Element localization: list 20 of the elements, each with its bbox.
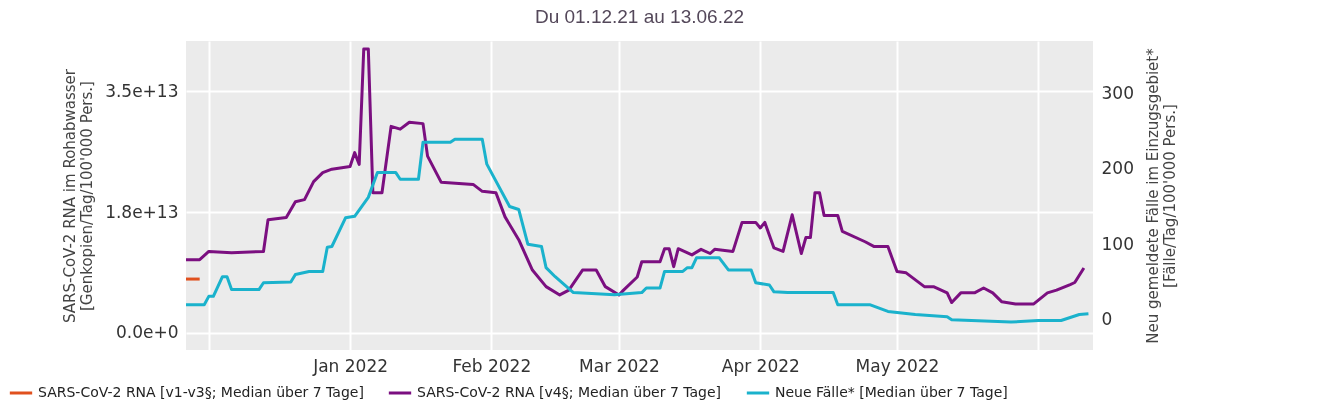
y-tick-label: 1.8e+13 <box>105 201 179 222</box>
legend-label: SARS-CoV-2 RNA [v4§; Median über 7 Tage] <box>417 384 722 400</box>
y2-tick-label: 0 <box>1101 309 1113 330</box>
legend-label: SARS-CoV-2 RNA [v1-v3§; Median über 7 Tage] <box>38 384 364 400</box>
y-tick-label: 0.0e+0 <box>115 322 179 343</box>
x-tick-label: Apr 2022 <box>721 355 800 376</box>
y2-tick-label: 300 <box>1101 82 1134 103</box>
x-tick-label: Feb 2022 <box>452 355 532 376</box>
y-axis-title: SARS-CoV-2 RNA im Rohabwasser [Genkopien/Tag/100'000 Pers.] <box>61 68 97 324</box>
y2-axis-title: Neu gemeldete Fälle im Einzugsgebiet* [Fälle/Tag/100'000 Pers.] <box>1143 47 1179 344</box>
y2-tick-label: 100 <box>1101 233 1134 254</box>
line-series <box>186 47 1086 306</box>
x-tick-label: Mar 2022 <box>579 355 660 376</box>
x-tick-label: Jan 2022 <box>312 355 389 376</box>
x-tick-label: May 2022 <box>855 355 940 376</box>
line-series <box>186 137 1090 324</box>
chart-title: Du 01.12.21 au 13.06.22 <box>534 6 745 27</box>
y2-tick-label: 200 <box>1101 158 1134 179</box>
legend-label: Neue Fälle* [Median über 7 Tage] <box>775 384 1008 400</box>
y-tick-label: 3.5e+13 <box>105 80 179 101</box>
